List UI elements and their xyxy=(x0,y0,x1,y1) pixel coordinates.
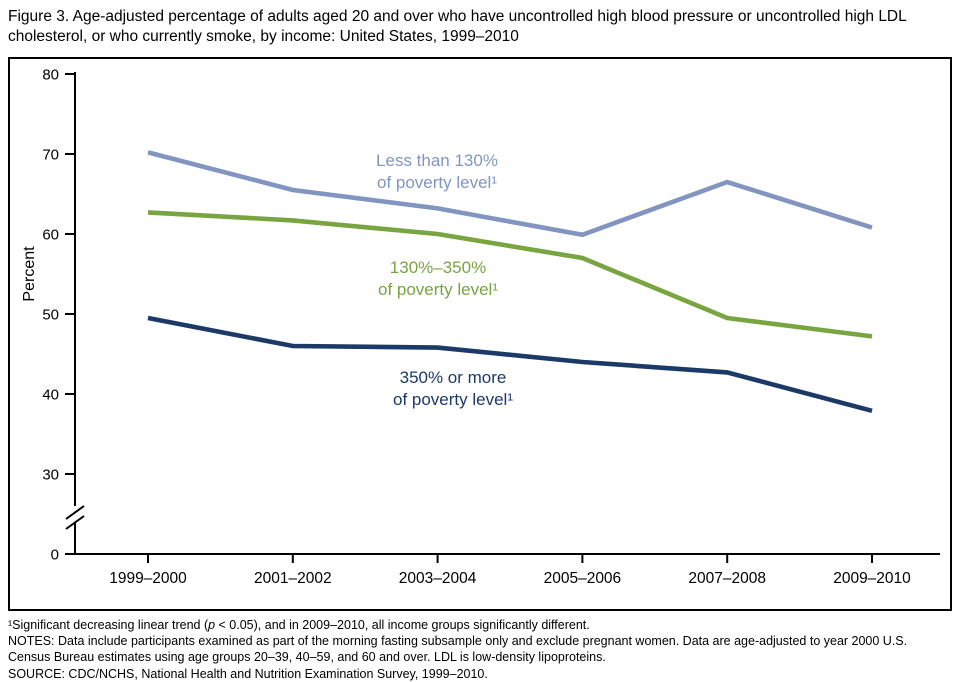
y-tick-label: 50 xyxy=(42,306,59,323)
footnotes: ¹Significant decreasing linear trend (p … xyxy=(8,617,952,682)
series-label-more350-line1: 350% or more xyxy=(400,368,507,387)
series-label-mid-line2: of poverty level¹ xyxy=(378,280,498,299)
footnote-source: SOURCE: CDC/NCHS, National Health and Nu… xyxy=(8,666,488,681)
series-label-less130-line2: of poverty level¹ xyxy=(377,173,497,192)
x-tick-label: 2007–2008 xyxy=(688,570,766,587)
footnote-1-post: < 0.05), and in 2009–2010, all income gr… xyxy=(215,617,590,632)
x-tick-label: 2003–2004 xyxy=(399,570,477,587)
y-tick-label: 80 xyxy=(42,66,59,83)
y-tick-label: 70 xyxy=(42,146,59,163)
series-label-more350-line2: of poverty level¹ xyxy=(393,390,513,409)
y-tick-label: 0 xyxy=(51,546,59,563)
y-tick-label: 30 xyxy=(42,466,59,483)
footnote-notes: NOTES: Data include participants examine… xyxy=(8,634,908,665)
footnote-1-pre: ¹Significant decreasing linear trend ( xyxy=(8,617,209,632)
series-label-mid-line1: 130%–350% xyxy=(390,258,486,277)
axis-break-icon xyxy=(65,505,85,530)
y-axis-title: Percent xyxy=(21,246,38,302)
x-tick-label: 1999–2000 xyxy=(109,570,187,587)
series-label-less130-line1: Less than 130% xyxy=(376,151,498,170)
y-tick-label: 40 xyxy=(42,386,59,403)
chart-svg: Percent Less than 130% of poverty level¹… xyxy=(21,66,940,587)
chart-dynamic: 80 70 60 50 40 30 0 1999–2000 2001–2002 2003–2004… xyxy=(42,66,911,587)
x-tick-label: 2005–2006 xyxy=(544,570,622,587)
footnote-1: ¹Significant decreasing linear trend (p … xyxy=(8,617,952,633)
series-line xyxy=(147,150,873,238)
x-tick-label: 2001–2002 xyxy=(254,570,332,587)
chart-container: Percent Less than 130% of poverty level¹… xyxy=(8,56,952,611)
footnote-1-p: p xyxy=(208,617,216,632)
series-line xyxy=(147,210,873,339)
series-line xyxy=(147,315,873,413)
figure-title: Figure 3. Age-adjusted percentage of adu… xyxy=(8,8,907,46)
y-tick-label: 60 xyxy=(42,226,59,243)
x-tick-label: 2009–2010 xyxy=(833,570,911,587)
